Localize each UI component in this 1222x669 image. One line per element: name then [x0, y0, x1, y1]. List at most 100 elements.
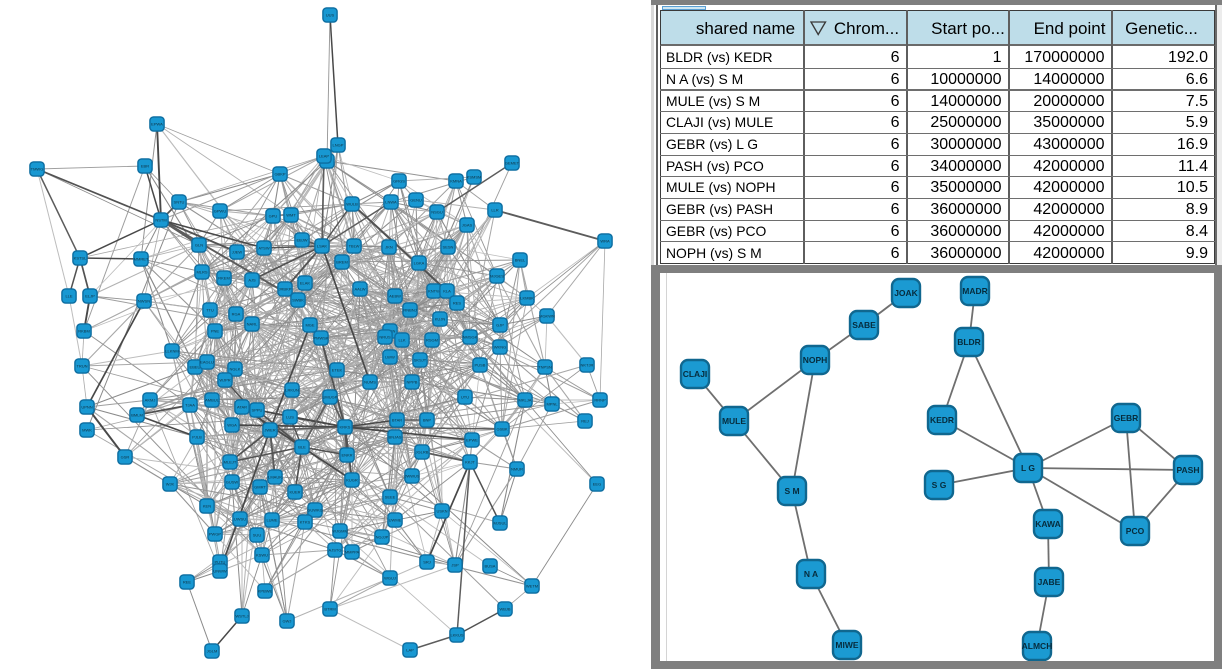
svg-text:GBKP: GBKP [274, 172, 285, 177]
svg-text:RKBM: RKBM [78, 329, 90, 334]
svg-text:WULB: WULB [346, 202, 358, 207]
svg-text:SUU: SUU [253, 533, 262, 538]
svg-text:WMT: WMT [286, 213, 296, 218]
svg-text:PNE: PNE [211, 329, 220, 334]
svg-text:GUSW: GUSW [226, 480, 239, 485]
svg-text:NRUS: NRUS [379, 335, 391, 340]
svg-text:PUSB: PUSB [475, 363, 486, 368]
svg-text:LSAK: LSAK [317, 244, 328, 249]
svg-text:WRA: WRA [600, 239, 610, 244]
svg-text:KUJN: KUJN [435, 317, 446, 322]
svg-text:PCO: PCO [1126, 526, 1145, 536]
svg-text:MJSUL: MJSUL [493, 521, 507, 526]
svg-text:GRGS: GRGS [393, 179, 405, 184]
svg-text:AKMJ: AKMJ [145, 398, 156, 403]
svg-text:LLK: LLK [398, 338, 405, 343]
svg-text:TTU: TTU [206, 308, 214, 313]
svg-text:MGE: MGE [305, 323, 314, 328]
svg-text:LLKNM: LLKNM [165, 349, 178, 354]
svg-text:GLN: GLN [195, 243, 203, 248]
svg-text:EBR: EBR [141, 164, 149, 169]
svg-text:SEEE: SEEE [385, 495, 396, 500]
svg-text:GWJ: GWJ [283, 619, 292, 624]
svg-text:N A: N A [804, 569, 818, 579]
svg-text:MKLJA: MKLJA [519, 398, 532, 403]
svg-text:SPPU: SPPU [252, 408, 263, 413]
svg-text:WBJB: WBJB [499, 607, 510, 612]
svg-text:NSGU: NSGU [431, 210, 443, 215]
svg-text:EPWE: EPWE [466, 438, 478, 443]
svg-text:LLE: LLE [65, 294, 72, 299]
svg-text:KPBWE: KPBWE [258, 589, 273, 594]
svg-text:TBLW: TBLW [349, 244, 360, 249]
svg-text:LAP: LAP [406, 648, 414, 653]
svg-text:BNEL: BNEL [515, 258, 526, 263]
svg-text:JKN: JKN [385, 245, 393, 250]
svg-text:REE: REE [183, 580, 192, 585]
svg-text:GUWKG: GUWKG [307, 508, 323, 513]
svg-text:WGUJ: WGUJ [384, 576, 396, 581]
svg-text:WKNG: WKNG [494, 345, 506, 350]
svg-text:GSR: GSR [121, 455, 130, 460]
svg-text:EAGLU: EAGLU [200, 360, 214, 365]
svg-text:KUER: KUER [289, 490, 300, 495]
svg-text:ATAR: ATAR [237, 405, 247, 410]
svg-text:SRJ: SRJ [423, 560, 431, 565]
svg-text:RRNP: RRNP [594, 398, 606, 403]
svg-text:MULE: MULE [722, 416, 746, 426]
svg-text:WJPR: WJPR [219, 378, 230, 383]
svg-text:EBJW: EBJW [296, 238, 307, 243]
svg-text:RKEM: RKEM [218, 276, 230, 281]
svg-text:NARL: NARL [247, 322, 258, 327]
svg-text:SNTU: SNTU [174, 200, 185, 205]
svg-text:GPU: GPU [269, 214, 278, 219]
svg-text:WGA: WGA [227, 423, 237, 428]
svg-text:RES: RES [453, 301, 462, 306]
svg-text:PUTU: PUTU [215, 560, 226, 565]
svg-text:ATSW: ATSW [258, 246, 269, 251]
svg-text:S G: S G [932, 480, 947, 490]
svg-text:KLA: KLA [443, 289, 451, 294]
svg-text:GENU: GENU [410, 198, 422, 203]
svg-text:CLAJI: CLAJI [683, 369, 708, 379]
svg-text:AJSTG: AJSTG [329, 548, 342, 553]
svg-text:NGJJP: NGJJP [376, 535, 389, 540]
svg-text:LKMBK: LKMBK [520, 296, 534, 301]
svg-text:REJ: REJ [581, 419, 589, 424]
svg-text:L G: L G [1021, 463, 1035, 473]
svg-text:KNTW: KNTW [428, 289, 440, 294]
svg-text:LNGP: LNGP [333, 143, 344, 148]
svg-text:LRKUN: LRKUN [285, 388, 299, 393]
svg-text:JRBKP: JRBKP [279, 287, 292, 292]
svg-text:BLDR: BLDR [957, 337, 981, 347]
svg-text:RNBNJ: RNBNJ [403, 308, 416, 313]
svg-text:BNP: BNP [423, 418, 432, 423]
svg-text:BREM: BREM [336, 260, 348, 265]
svg-text:JWER: JWER [264, 428, 275, 433]
svg-text:LLR: LLR [491, 208, 498, 213]
svg-text:UNWW: UNWW [213, 569, 227, 574]
svg-text:TMWG: TMWG [31, 167, 44, 172]
svg-text:RGA: RGA [232, 312, 241, 317]
svg-text:UWME: UWME [389, 518, 402, 523]
svg-text:GPWU: GPWU [214, 209, 227, 214]
svg-text:SKSJT: SKSJT [414, 358, 427, 363]
svg-text:UMUGP: UMUGP [323, 395, 338, 400]
svg-text:ENKR: ENKR [341, 453, 352, 458]
svg-text:BLE: BLE [298, 445, 306, 450]
svg-text:EPWA: EPWA [151, 122, 163, 127]
svg-text:MGKWN: MGKWN [539, 314, 555, 319]
svg-text:PASH: PASH [1177, 465, 1200, 475]
svg-text:JOAK: JOAK [894, 288, 918, 298]
svg-text:JSP: JSP [451, 563, 459, 568]
svg-text:LUS: LUS [286, 415, 294, 420]
svg-text:GSBK: GSBK [496, 427, 507, 432]
svg-text:KMNA: KMNA [450, 179, 462, 184]
svg-text:MMPPA: MMPPA [345, 550, 360, 555]
svg-text:USKN: USKN [436, 509, 447, 514]
svg-text:BUSA: BUSA [485, 564, 496, 569]
svg-text:TJAA: TJAA [185, 403, 195, 408]
svg-text:AEBW: AEBW [389, 294, 401, 299]
svg-text:NPPB: NPPB [407, 380, 418, 385]
svg-text:AMBUL: AMBUL [205, 398, 220, 403]
